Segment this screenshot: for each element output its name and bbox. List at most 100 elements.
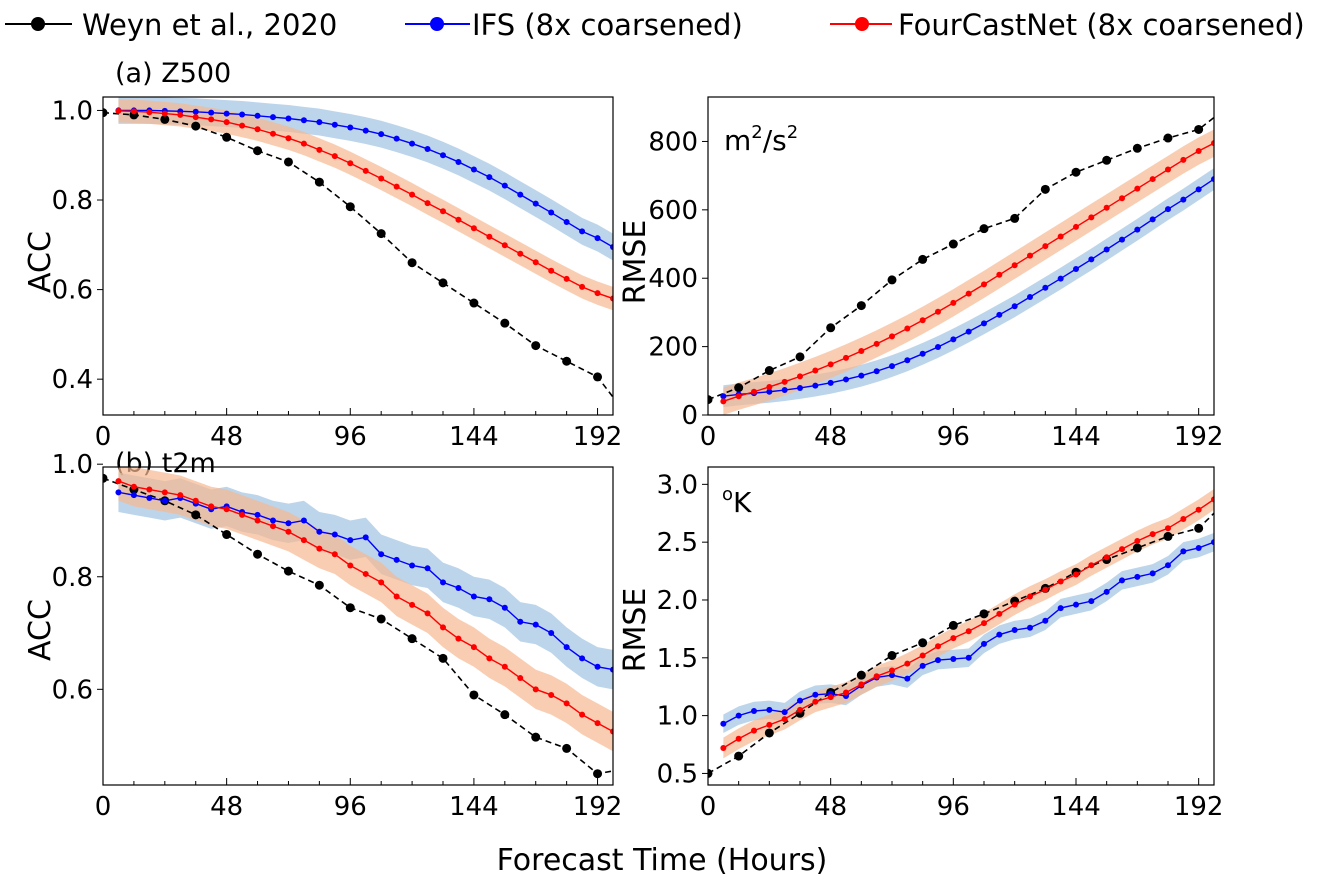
marker-weyn (979, 609, 989, 619)
marker-weyn (103, 473, 108, 483)
x-tick-label: 48 (210, 422, 243, 452)
marker-ifs (455, 585, 462, 592)
marker-weyn (222, 530, 232, 540)
marker-ifs (935, 657, 941, 664)
marker-ifs (996, 311, 1003, 318)
marker-ifs (1011, 303, 1018, 310)
marker-ifs (424, 565, 431, 572)
marker-ifs (130, 492, 137, 499)
marker-ifs (393, 135, 400, 142)
marker-ifs (1180, 196, 1187, 203)
marker-weyn (531, 341, 541, 351)
marker-ifs (720, 720, 727, 727)
y-tick-label: 200 (648, 333, 698, 363)
marker-weyn (708, 395, 713, 405)
marker-ifs (1027, 294, 1033, 301)
x-tick-label: 144 (449, 792, 499, 822)
x-tick-label: 0 (700, 422, 717, 452)
marker-ifs (751, 707, 757, 714)
marker-fourcastnet (873, 340, 880, 347)
marker-fourcastnet (889, 667, 895, 674)
marker-fourcastnet (579, 711, 586, 718)
marker-ifs (470, 593, 477, 600)
marker-ifs (501, 604, 508, 611)
line-weyn (708, 512, 1214, 775)
marker-weyn (764, 728, 774, 738)
plot-area (708, 488, 1214, 778)
marker-weyn (376, 229, 386, 239)
legend-entry-fourcastnet: FourCastNet (8x coarsened) (830, 8, 1305, 42)
marker-fourcastnet (1042, 243, 1049, 250)
marker-ifs (904, 357, 911, 364)
marker-weyn (1194, 124, 1204, 134)
xlabel: Forecast Time (Hours) (497, 843, 828, 878)
marker-fourcastnet (440, 208, 446, 215)
marker-weyn (764, 366, 774, 376)
panel-rmse-z500: 0 48 96 144 192 0 200 400 600 800 (648, 96, 1223, 452)
marker-weyn (1194, 523, 1204, 533)
marker-ifs (347, 124, 354, 131)
marker-ifs (409, 140, 416, 147)
band-fourcastnet (723, 488, 1214, 759)
marker-fourcastnet (1195, 506, 1202, 513)
marker-fourcastnet (735, 735, 742, 742)
marker-fourcastnet (177, 111, 184, 118)
y-tick-label: 0.4 (52, 365, 93, 395)
marker-weyn (191, 121, 201, 131)
legend-marker-ifs (430, 17, 444, 31)
marker-fourcastnet (1180, 156, 1187, 163)
panel-title-a: (a) Z500 (115, 58, 231, 89)
marker-ifs (797, 697, 803, 704)
marker-fourcastnet (130, 483, 137, 490)
marker-weyn (948, 620, 958, 630)
marker-ifs (331, 531, 338, 538)
line-weyn (708, 116, 1214, 401)
marker-ifs (532, 200, 539, 207)
marker-fourcastnet (858, 348, 865, 355)
marker-fourcastnet (517, 675, 524, 682)
marker-ifs (1042, 284, 1049, 291)
marker-ifs (501, 182, 508, 189)
marker-fourcastnet (486, 233, 493, 240)
marker-ifs (316, 119, 323, 126)
marker-ifs (517, 618, 524, 625)
marker-ifs (362, 534, 369, 541)
x-tick-label: 144 (449, 422, 499, 452)
ylabel-acc-z500: ACC (23, 231, 58, 293)
legend-label-ifs: IFS (8x coarsened) (472, 8, 743, 42)
marker-weyn (407, 634, 417, 644)
marker-fourcastnet (285, 135, 292, 142)
marker-fourcastnet (843, 354, 849, 361)
marker-ifs (270, 517, 276, 524)
line-weyn (103, 477, 613, 775)
marker-fourcastnet (424, 200, 431, 207)
y-tick-label: 0.8 (52, 563, 93, 593)
marker-ifs (904, 675, 911, 682)
plot-area (103, 97, 613, 398)
unit-label-z500: m2/s2 (724, 122, 798, 157)
marker-fourcastnet (996, 610, 1003, 617)
y-tick-label: 0 (681, 401, 698, 431)
y-tick-label: 400 (648, 264, 698, 294)
marker-ifs (781, 709, 788, 716)
marker-fourcastnet (1134, 185, 1141, 192)
marker-fourcastnet (579, 283, 586, 290)
marker-fourcastnet (300, 140, 307, 147)
marker-fourcastnet (1057, 233, 1064, 240)
marker-ifs (532, 621, 539, 628)
marker-ifs (996, 631, 1003, 638)
marker-weyn (708, 768, 713, 778)
marker-weyn (887, 650, 897, 660)
ylabel-rmse-z500: RMSE (618, 220, 653, 305)
marker-fourcastnet (115, 478, 122, 485)
marker-ifs (115, 489, 122, 496)
marker-fourcastnet (177, 492, 184, 499)
marker-fourcastnet (532, 686, 539, 693)
marker-fourcastnet (1103, 204, 1110, 211)
marker-ifs (1057, 275, 1064, 282)
marker-fourcastnet (1134, 538, 1141, 545)
marker-fourcastnet (919, 652, 926, 659)
marker-fourcastnet (470, 644, 477, 651)
marker-weyn (856, 670, 866, 680)
marker-weyn (1132, 143, 1142, 153)
